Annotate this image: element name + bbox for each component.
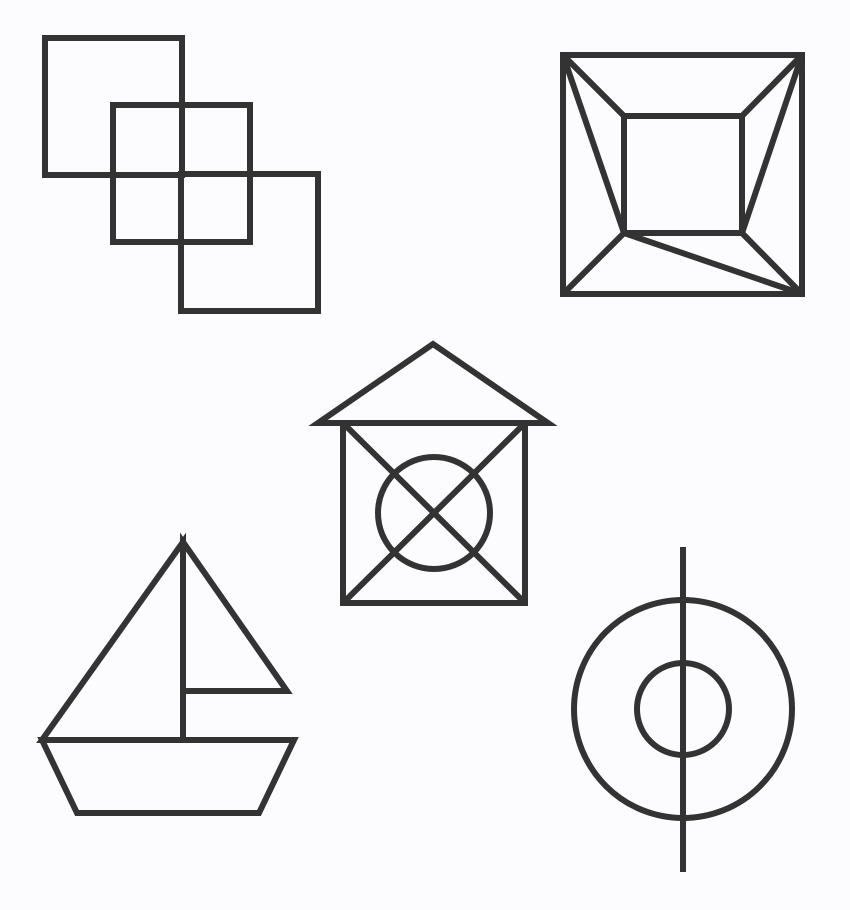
diag-left-long bbox=[560, 54, 627, 234]
house-with-circle-cross-icon bbox=[308, 340, 558, 606]
house-roof bbox=[308, 340, 558, 426]
sailboat-icon bbox=[36, 532, 299, 816]
diag-right-long bbox=[739, 54, 805, 234]
nested-square-frame-icon bbox=[560, 52, 805, 297]
boat-main-sail bbox=[36, 532, 186, 743]
target-rings-icon bbox=[571, 547, 795, 872]
square-bottom-right bbox=[178, 171, 321, 314]
diag-top-left bbox=[560, 52, 627, 119]
diag-bottom-right bbox=[739, 230, 805, 297]
house-diagonal-2 bbox=[340, 420, 528, 606]
inner-square bbox=[621, 113, 745, 236]
house-body bbox=[340, 420, 528, 606]
diag-top-right bbox=[739, 52, 805, 119]
overlapping-squares-icon bbox=[42, 35, 321, 314]
outer-square bbox=[560, 52, 805, 297]
boat-jib-sail bbox=[180, 532, 293, 694]
diag-cross-bottom bbox=[623, 230, 803, 297]
diag-bottom-left bbox=[560, 230, 627, 297]
house-circle bbox=[375, 454, 493, 572]
boat-hull bbox=[37, 737, 299, 816]
